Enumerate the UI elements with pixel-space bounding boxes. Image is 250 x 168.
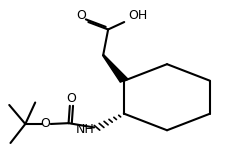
Text: OH: OH — [128, 9, 148, 22]
Text: O: O — [40, 117, 50, 130]
Polygon shape — [102, 55, 128, 82]
Text: O: O — [66, 92, 76, 105]
Text: NH: NH — [76, 123, 94, 136]
Text: O: O — [76, 9, 86, 22]
